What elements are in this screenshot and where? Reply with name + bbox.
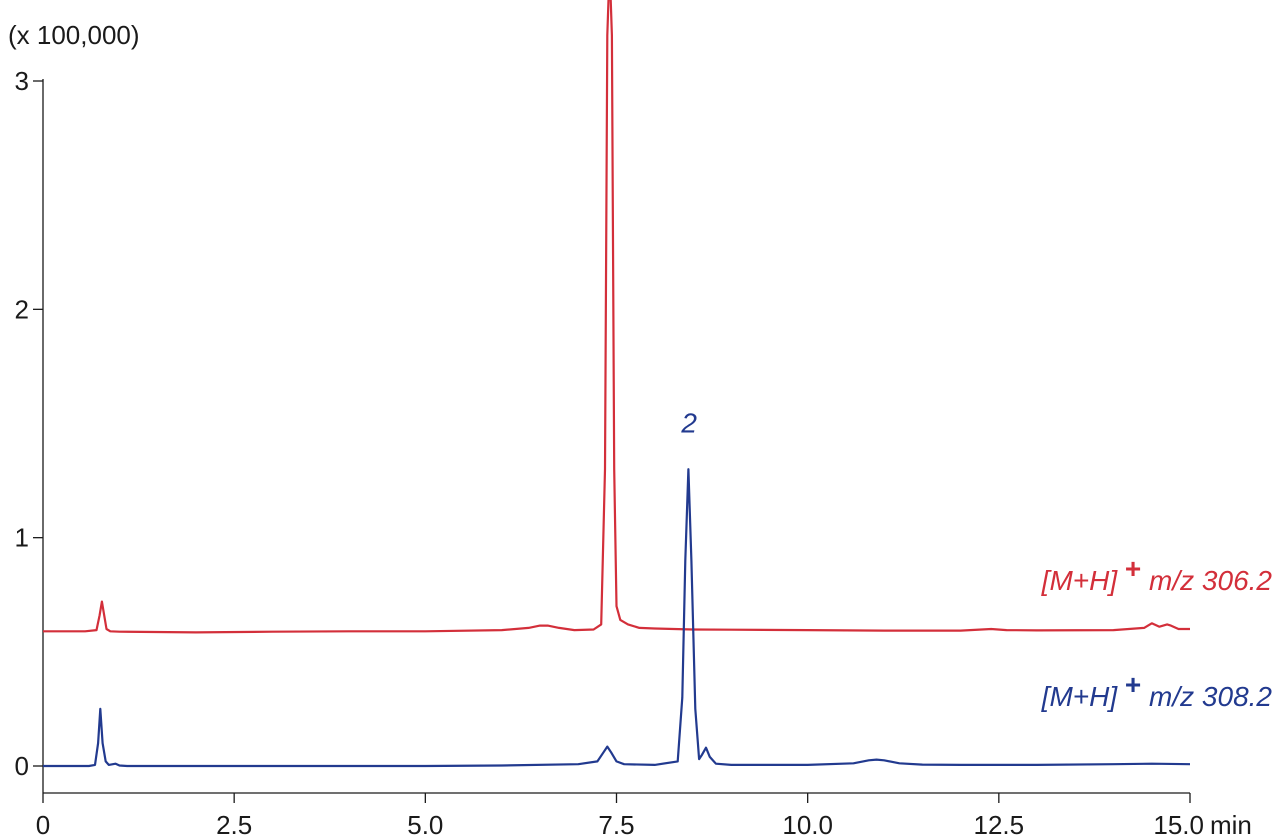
series-trace-2 [43,468,1191,768]
series-trace-1 [43,0,1190,634]
chart-traces [43,0,1191,768]
chart-labels: 0 2.5 5.0 7.5 10.0 12.5 15.0 min 0 1 2 3 (x 100,000)… [8,20,1272,839]
x-tick-label: 0 [36,810,50,839]
x-tick-label: 7.5 [598,810,634,839]
x-tick-label: 2.5 [216,810,252,839]
x-tick-label: 12.5 [974,810,1025,839]
y-tick-label: 0 [15,751,29,781]
chart-axes [33,79,1191,803]
x-tick-label: 10.0 [782,810,833,839]
y-tick-label: 3 [15,66,29,96]
y-axis-label: (x 100,000) [8,20,140,50]
y-tick-label: 2 [15,294,29,324]
peak-annotation: 2 [680,408,697,439]
x-axis-unit: min [1210,810,1252,839]
x-tick-label: 5.0 [407,810,443,839]
series-label-1: [M+H] + m/z 306.2 [1041,553,1273,596]
x-tick-label: 15.0 [1153,810,1204,839]
series-label-2: [M+H] + m/z 308.2 [1041,669,1273,712]
y-tick-label: 1 [15,523,29,553]
